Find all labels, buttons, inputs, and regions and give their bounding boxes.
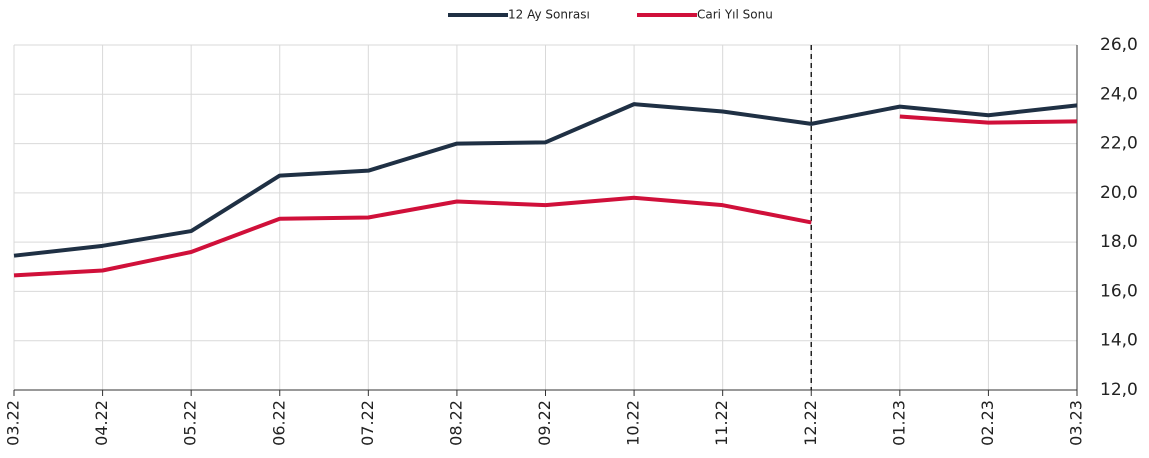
x-tick-label: 10.22 <box>624 400 643 446</box>
x-tick-label: 08.22 <box>446 400 465 446</box>
y-tick-label: 12,0 <box>1100 380 1138 400</box>
series-line <box>13 102 1078 258</box>
x-tick-label: 04.22 <box>92 400 111 446</box>
legend-label: 12 Ay Sonrası <box>508 8 590 22</box>
x-tick-label: 05.22 <box>181 400 200 446</box>
legend-label: Cari Yıl Sonu <box>697 8 773 22</box>
x-tick-label: 03.22 <box>4 400 23 446</box>
x-tick-label: 06.22 <box>269 400 288 446</box>
x-tick-label: 09.22 <box>535 400 554 446</box>
x-tick-label: 11.22 <box>712 400 731 446</box>
y-tick-label: 16,0 <box>1100 281 1138 301</box>
x-tick-label: 03.23 <box>1067 400 1086 446</box>
x-tick-label: 02.23 <box>978 400 997 446</box>
y-tick-label: 26,0 <box>1100 35 1138 55</box>
y-tick-label: 18,0 <box>1100 232 1138 252</box>
x-tick-label: 12.22 <box>801 400 820 446</box>
y-tick-label: 22,0 <box>1100 134 1138 154</box>
x-tick-label: 07.22 <box>358 400 377 446</box>
series-line <box>13 114 1078 278</box>
x-tick-label: 01.23 <box>889 400 908 446</box>
y-tick-label: 14,0 <box>1100 331 1138 351</box>
y-tick-label: 24,0 <box>1100 84 1138 104</box>
y-tick-label: 20,0 <box>1100 183 1138 203</box>
